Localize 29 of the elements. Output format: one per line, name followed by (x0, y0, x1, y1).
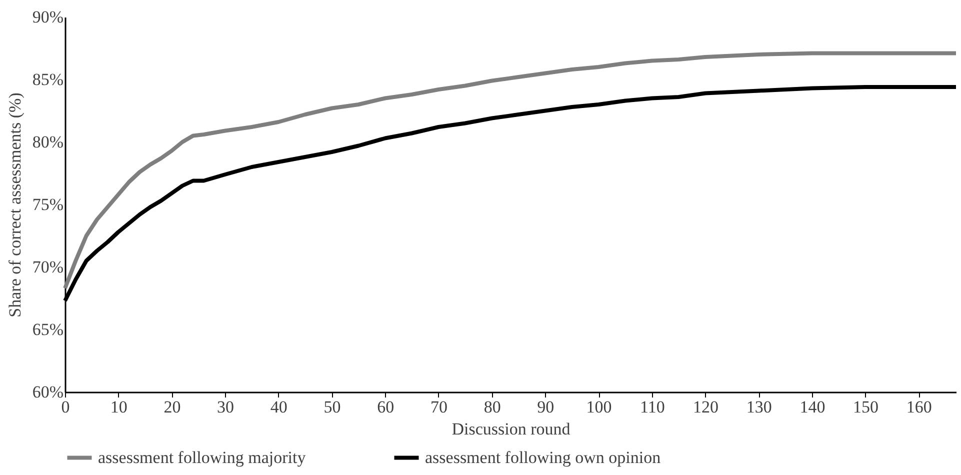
x-tick-label: 70 (430, 398, 448, 416)
x-tick-label: 60 (377, 398, 394, 416)
y-tick-label: 85% (32, 70, 64, 89)
x-tick-label: 150 (853, 398, 879, 416)
x-tick-label: 0 (61, 398, 70, 416)
x-tick-label: 140 (800, 398, 826, 416)
x-tick-label: 40 (270, 398, 288, 416)
y-tick-label: 70% (32, 258, 64, 276)
x-tick-label: 160 (906, 398, 932, 416)
x-tick-label: 30 (217, 398, 234, 416)
x-tick-label: 90 (537, 398, 554, 416)
y-tick-label: 65% (32, 320, 64, 339)
x-tick-label: 100 (586, 398, 612, 416)
x-tick-label: 50 (324, 398, 341, 416)
x-tick-label: 20 (164, 398, 181, 416)
y-tick-label: 90% (32, 8, 64, 26)
y-tick-label: 75% (32, 195, 64, 214)
line-series (63, 51, 958, 290)
x-tick-label: 130 (746, 398, 772, 416)
x-axis-title: Discussion round (452, 420, 571, 438)
x-tick-label: 110 (640, 398, 665, 416)
legend-label: assessment following majority (98, 448, 306, 467)
x-tick-label: 120 (692, 398, 718, 416)
legend-label: assessment following own opinion (425, 448, 662, 467)
y-tick-label: 80% (32, 132, 64, 152)
y-tick-label: 60% (32, 382, 64, 402)
y-axis-title: Share of correct assessments (%) (5, 92, 24, 318)
x-tick-label: 10 (110, 398, 128, 416)
x-tick-label: 80 (484, 398, 501, 416)
